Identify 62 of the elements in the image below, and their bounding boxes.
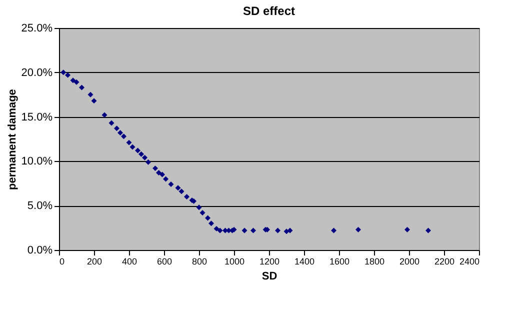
point xyxy=(138,151,144,157)
point xyxy=(91,98,97,104)
x-tick-label: 2200 xyxy=(434,256,455,266)
point xyxy=(208,220,214,226)
y-tick-label: 5.0% xyxy=(27,200,53,212)
point xyxy=(121,134,126,140)
point xyxy=(152,166,158,172)
point xyxy=(196,204,202,210)
x-tick-label: 1800 xyxy=(364,256,385,266)
point xyxy=(156,170,162,176)
point xyxy=(205,215,210,221)
point xyxy=(331,228,336,234)
x-tick-label: 400 xyxy=(122,256,138,266)
point xyxy=(65,72,70,78)
y-tick-label: 20.0% xyxy=(21,66,53,79)
point xyxy=(142,154,148,160)
x-tick-label: 1000 xyxy=(224,256,245,266)
point xyxy=(146,159,151,165)
point xyxy=(102,112,108,118)
y-tick-label: 10.0% xyxy=(21,156,53,168)
point xyxy=(178,188,184,194)
y-tick-label: 25.0% xyxy=(21,22,53,34)
point xyxy=(70,78,76,84)
point xyxy=(60,70,66,76)
x-tick-label: 2400 xyxy=(459,256,480,266)
x-tick-label: 1200 xyxy=(259,256,280,266)
chart-title: SD effect xyxy=(242,4,296,18)
point xyxy=(108,120,114,126)
point xyxy=(356,226,361,232)
point xyxy=(217,228,223,234)
x-tick-label: 600 xyxy=(156,256,172,266)
point xyxy=(275,228,280,234)
point xyxy=(175,185,181,191)
point xyxy=(163,176,168,182)
x-tick-label: 200 xyxy=(86,256,102,266)
point xyxy=(404,226,410,232)
point xyxy=(426,228,431,234)
point xyxy=(250,228,256,234)
point xyxy=(287,228,293,234)
point xyxy=(184,194,190,200)
point xyxy=(200,210,206,216)
point xyxy=(118,130,123,136)
x-tick-label: 1400 xyxy=(294,256,315,266)
point xyxy=(242,228,248,234)
point xyxy=(88,92,94,98)
y-tick-label: 0.0% xyxy=(27,244,53,256)
x-tick-label: 800 xyxy=(192,256,208,266)
point xyxy=(214,226,220,232)
point xyxy=(126,140,132,146)
x-tick-label: 1600 xyxy=(329,256,350,266)
point xyxy=(135,148,140,154)
point xyxy=(284,228,290,234)
y-tick-label: 15.0% xyxy=(21,111,53,124)
x-axis-title: SD xyxy=(262,270,278,282)
x-tick-label: 0 xyxy=(60,256,65,266)
point xyxy=(168,182,174,188)
point xyxy=(160,172,165,178)
point xyxy=(130,144,136,150)
point xyxy=(74,79,80,85)
x-tick-label: 2000 xyxy=(399,256,420,266)
y-axis-title: permanent damage xyxy=(6,89,18,190)
point xyxy=(114,126,120,132)
